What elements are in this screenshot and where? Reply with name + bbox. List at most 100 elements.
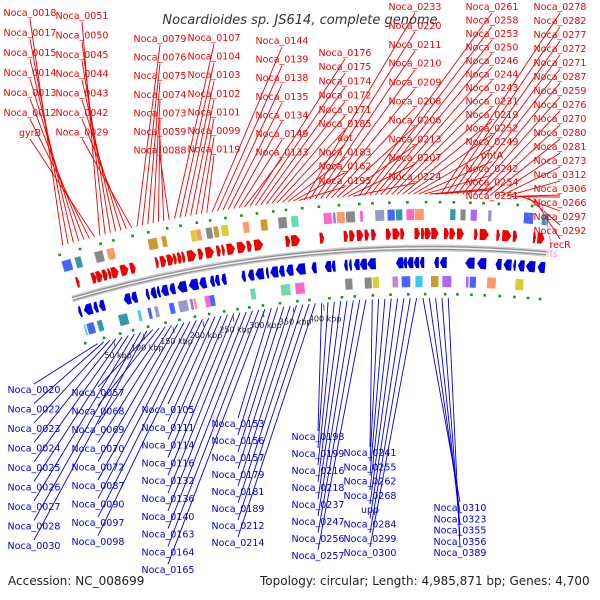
reverse-gene-arrow bbox=[156, 286, 162, 298]
reverse-gene-label: Noca_0218 bbox=[292, 483, 345, 494]
cog-segment bbox=[83, 324, 89, 336]
forward-gene-arrow bbox=[225, 243, 235, 255]
leader-line bbox=[97, 321, 191, 499]
leader-line bbox=[167, 313, 235, 476]
scale-tick-label: 200 kbp bbox=[190, 331, 223, 340]
forward-gene-arrow bbox=[166, 254, 174, 266]
forward-gene-label: Noca_0176 bbox=[319, 48, 372, 59]
cog-segment bbox=[359, 210, 364, 222]
forward-gene-label: Noca_0312 bbox=[534, 170, 587, 181]
leader-line bbox=[374, 53, 493, 196]
forward-gene-arrow bbox=[512, 230, 518, 242]
forward-gene-arrow bbox=[197, 248, 204, 260]
cog-segment bbox=[204, 295, 212, 308]
leader-line bbox=[33, 332, 141, 521]
reverse-gene-arrow bbox=[93, 301, 100, 313]
leader-line bbox=[429, 188, 493, 195]
forward-gene-label: aat bbox=[337, 133, 353, 144]
cog-segment bbox=[220, 224, 230, 237]
reverse-gene-label: Noca_0179 bbox=[212, 470, 265, 481]
forward-gene-label: Noca_0076 bbox=[134, 53, 187, 64]
forward-gene-label: Noca_0045 bbox=[56, 50, 109, 61]
forward-gene-label: Noca_0050 bbox=[56, 30, 109, 41]
leader-line bbox=[369, 298, 405, 519]
forward-gene-label: Noca_0015 bbox=[4, 48, 57, 59]
forward-gene-label: Noca_0043 bbox=[56, 89, 109, 100]
leader-line bbox=[33, 333, 135, 502]
reverse-gene-arrow bbox=[78, 306, 83, 318]
forward-gene-label: Noca_0270 bbox=[534, 114, 587, 125]
leader-line bbox=[29, 78, 80, 242]
marker-dot bbox=[207, 312, 211, 316]
forward-gene-label: Noca_0243 bbox=[466, 83, 519, 94]
marker-dot bbox=[240, 214, 243, 217]
forward-gene-arrow bbox=[236, 241, 246, 254]
leader-line bbox=[238, 139, 283, 208]
leader-line bbox=[195, 118, 215, 215]
scale-tick-label: 300 kbp bbox=[249, 321, 282, 330]
reverse-gene-arrow bbox=[221, 273, 228, 285]
leader-line bbox=[317, 301, 335, 466]
leader-line bbox=[159, 137, 165, 221]
marker-dot bbox=[388, 201, 391, 205]
reverse-gene-arrow bbox=[161, 284, 170, 297]
cog-segment bbox=[260, 219, 269, 231]
reverse-gene-label: Noca_0132 bbox=[142, 476, 195, 487]
leader-line bbox=[298, 186, 346, 201]
leader-line bbox=[391, 93, 493, 195]
leader-line bbox=[167, 310, 253, 529]
marker-dot bbox=[195, 221, 199, 225]
cog-segment bbox=[401, 276, 411, 288]
cog-segment bbox=[106, 247, 117, 260]
marker-dot bbox=[371, 202, 374, 205]
forward-gene-label: Noca_0249 bbox=[466, 137, 519, 148]
cog-segment bbox=[392, 276, 396, 288]
forward-gene-label: Noca_0297 bbox=[534, 212, 587, 223]
forward-gene-arrow bbox=[129, 262, 136, 274]
accession-text: Accession: NC_008699 bbox=[8, 574, 145, 588]
forward-gene-label: Noca_0273 bbox=[534, 156, 587, 167]
cog-segment bbox=[86, 322, 97, 335]
scale-tick-mark bbox=[142, 333, 146, 340]
forward-gene-arrow bbox=[385, 228, 391, 240]
leader-line bbox=[237, 303, 310, 521]
leader-line bbox=[320, 69, 416, 199]
cog-segment bbox=[450, 209, 456, 221]
leader-line bbox=[369, 298, 392, 490]
marker-dot bbox=[99, 242, 102, 245]
leader-line bbox=[190, 99, 215, 216]
reverse-gene-label: Noca_0111 bbox=[142, 423, 195, 434]
forward-gene-label: Noca_0287 bbox=[534, 72, 587, 83]
leader-line bbox=[81, 99, 122, 231]
leader-line bbox=[33, 335, 129, 482]
forward-gene-label: Noca_0271 bbox=[534, 58, 587, 69]
cog-segment bbox=[465, 276, 469, 288]
leader-line bbox=[447, 298, 461, 548]
reverse-gene-arrow bbox=[359, 258, 368, 270]
leader-line bbox=[484, 124, 561, 196]
cog-segment bbox=[323, 212, 333, 225]
reverse-gene-arrow bbox=[403, 257, 408, 269]
reverse-gene-label: Noca_0165 bbox=[142, 565, 195, 576]
leader-line bbox=[237, 304, 304, 504]
marker-dot bbox=[443, 292, 447, 296]
leader-line bbox=[206, 155, 215, 213]
forward-gene-arrow bbox=[221, 244, 225, 256]
forward-gene-label: Noca_0242 bbox=[466, 164, 519, 175]
cog-segment bbox=[205, 227, 214, 240]
leader-line bbox=[237, 303, 316, 538]
leader-line bbox=[380, 66, 493, 196]
cog-segment bbox=[193, 298, 198, 310]
marker-dot bbox=[131, 234, 134, 238]
reverse-gene-arrow bbox=[169, 283, 177, 295]
leader-line bbox=[276, 129, 346, 204]
leader-line bbox=[33, 336, 123, 463]
reverse-gene-label: Noca_0268 bbox=[344, 491, 397, 502]
cog-segment bbox=[277, 216, 288, 229]
forward-gene-arrow bbox=[370, 229, 377, 241]
cog-segment bbox=[118, 313, 130, 327]
forward-gene-arrow bbox=[501, 230, 512, 242]
forward-gene-arrow bbox=[449, 228, 456, 240]
cog-segment bbox=[74, 256, 84, 269]
